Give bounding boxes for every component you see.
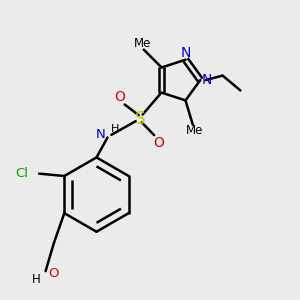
Text: O: O — [49, 267, 59, 280]
Text: N: N — [180, 46, 191, 60]
Text: H: H — [111, 124, 119, 134]
Text: S: S — [135, 110, 146, 128]
Text: Cl: Cl — [16, 167, 29, 180]
Text: O: O — [114, 90, 125, 104]
Text: N: N — [202, 73, 212, 87]
Text: H: H — [32, 273, 40, 286]
Text: Me: Me — [186, 124, 203, 137]
Text: O: O — [154, 136, 164, 151]
Text: N: N — [96, 128, 105, 141]
Text: Me: Me — [134, 37, 151, 50]
